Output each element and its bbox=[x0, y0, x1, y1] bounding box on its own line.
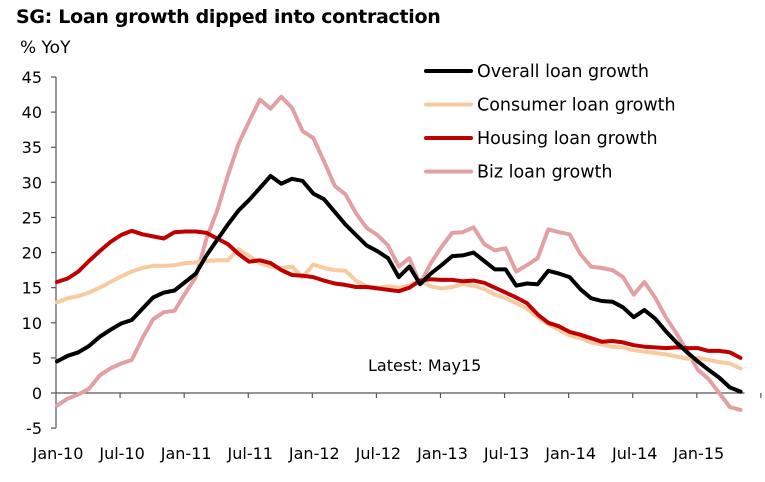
x-tick-label: Jan-13 bbox=[416, 444, 468, 463]
x-tick-label: Jul-12 bbox=[355, 444, 401, 463]
y-tick-label: -5 bbox=[26, 419, 42, 438]
y-tick-label: 30 bbox=[22, 173, 42, 192]
x-axis-ticks: Jan-10 Jul-10 Jan-11 Jul-11 Jan-12 Jul-12 Jan-… bbox=[32, 393, 762, 463]
legend-label-housing-loan-growth: Housing loan growth bbox=[477, 129, 658, 149]
x-tick-label: Jan-11 bbox=[160, 444, 212, 463]
y-tick-label: 45 bbox=[22, 68, 42, 87]
y-tick-label: 35 bbox=[22, 138, 42, 157]
y-tick-label: 0 bbox=[32, 384, 42, 403]
x-tick-label: Jan-15 bbox=[672, 444, 724, 463]
y-tick-label: 25 bbox=[22, 208, 42, 227]
series-line-overall-loan-growth bbox=[55, 174, 743, 394]
x-tick-label: Jan-14 bbox=[544, 444, 596, 463]
series-line-consumer-loan-growth bbox=[55, 247, 743, 371]
chart-title: SG: Loan growth dipped into contraction bbox=[16, 6, 441, 28]
legend-label-biz-loan-growth: Biz loan growth bbox=[477, 163, 612, 183]
legend-label-consumer-loan-growth: Consumer loan growth bbox=[477, 96, 676, 116]
legend-label-overall-loan-growth: Overall loan growth bbox=[477, 62, 649, 82]
x-tick-label: Jul-14 bbox=[611, 444, 657, 463]
series-lines bbox=[55, 94, 743, 412]
y-axis-label: % YoY bbox=[20, 38, 71, 58]
x-tick-label: Jan-12 bbox=[288, 444, 340, 463]
y-tick-label: 10 bbox=[22, 314, 42, 333]
y-tick-label: 15 bbox=[22, 279, 42, 298]
legend: Overall loan growth Consumer loan growth H… bbox=[424, 62, 676, 183]
x-tick-label: Jul-13 bbox=[483, 444, 529, 463]
y-tick-label: 40 bbox=[22, 103, 42, 122]
series-line-housing-loan-growth bbox=[55, 228, 743, 360]
series-line-biz-loan-growth bbox=[55, 94, 743, 412]
x-tick-label: Jul-11 bbox=[227, 444, 273, 463]
x-tick-label: Jan-10 bbox=[32, 444, 84, 463]
latest-annotation: Latest: May15 bbox=[368, 356, 481, 375]
y-axis-ticks: -5 0 5 10 15 20 25 30 35 40 45 bbox=[22, 68, 56, 438]
y-tick-label: 5 bbox=[32, 349, 42, 368]
y-tick-label: 20 bbox=[22, 244, 42, 263]
x-tick-label: Jul-10 bbox=[98, 444, 144, 463]
